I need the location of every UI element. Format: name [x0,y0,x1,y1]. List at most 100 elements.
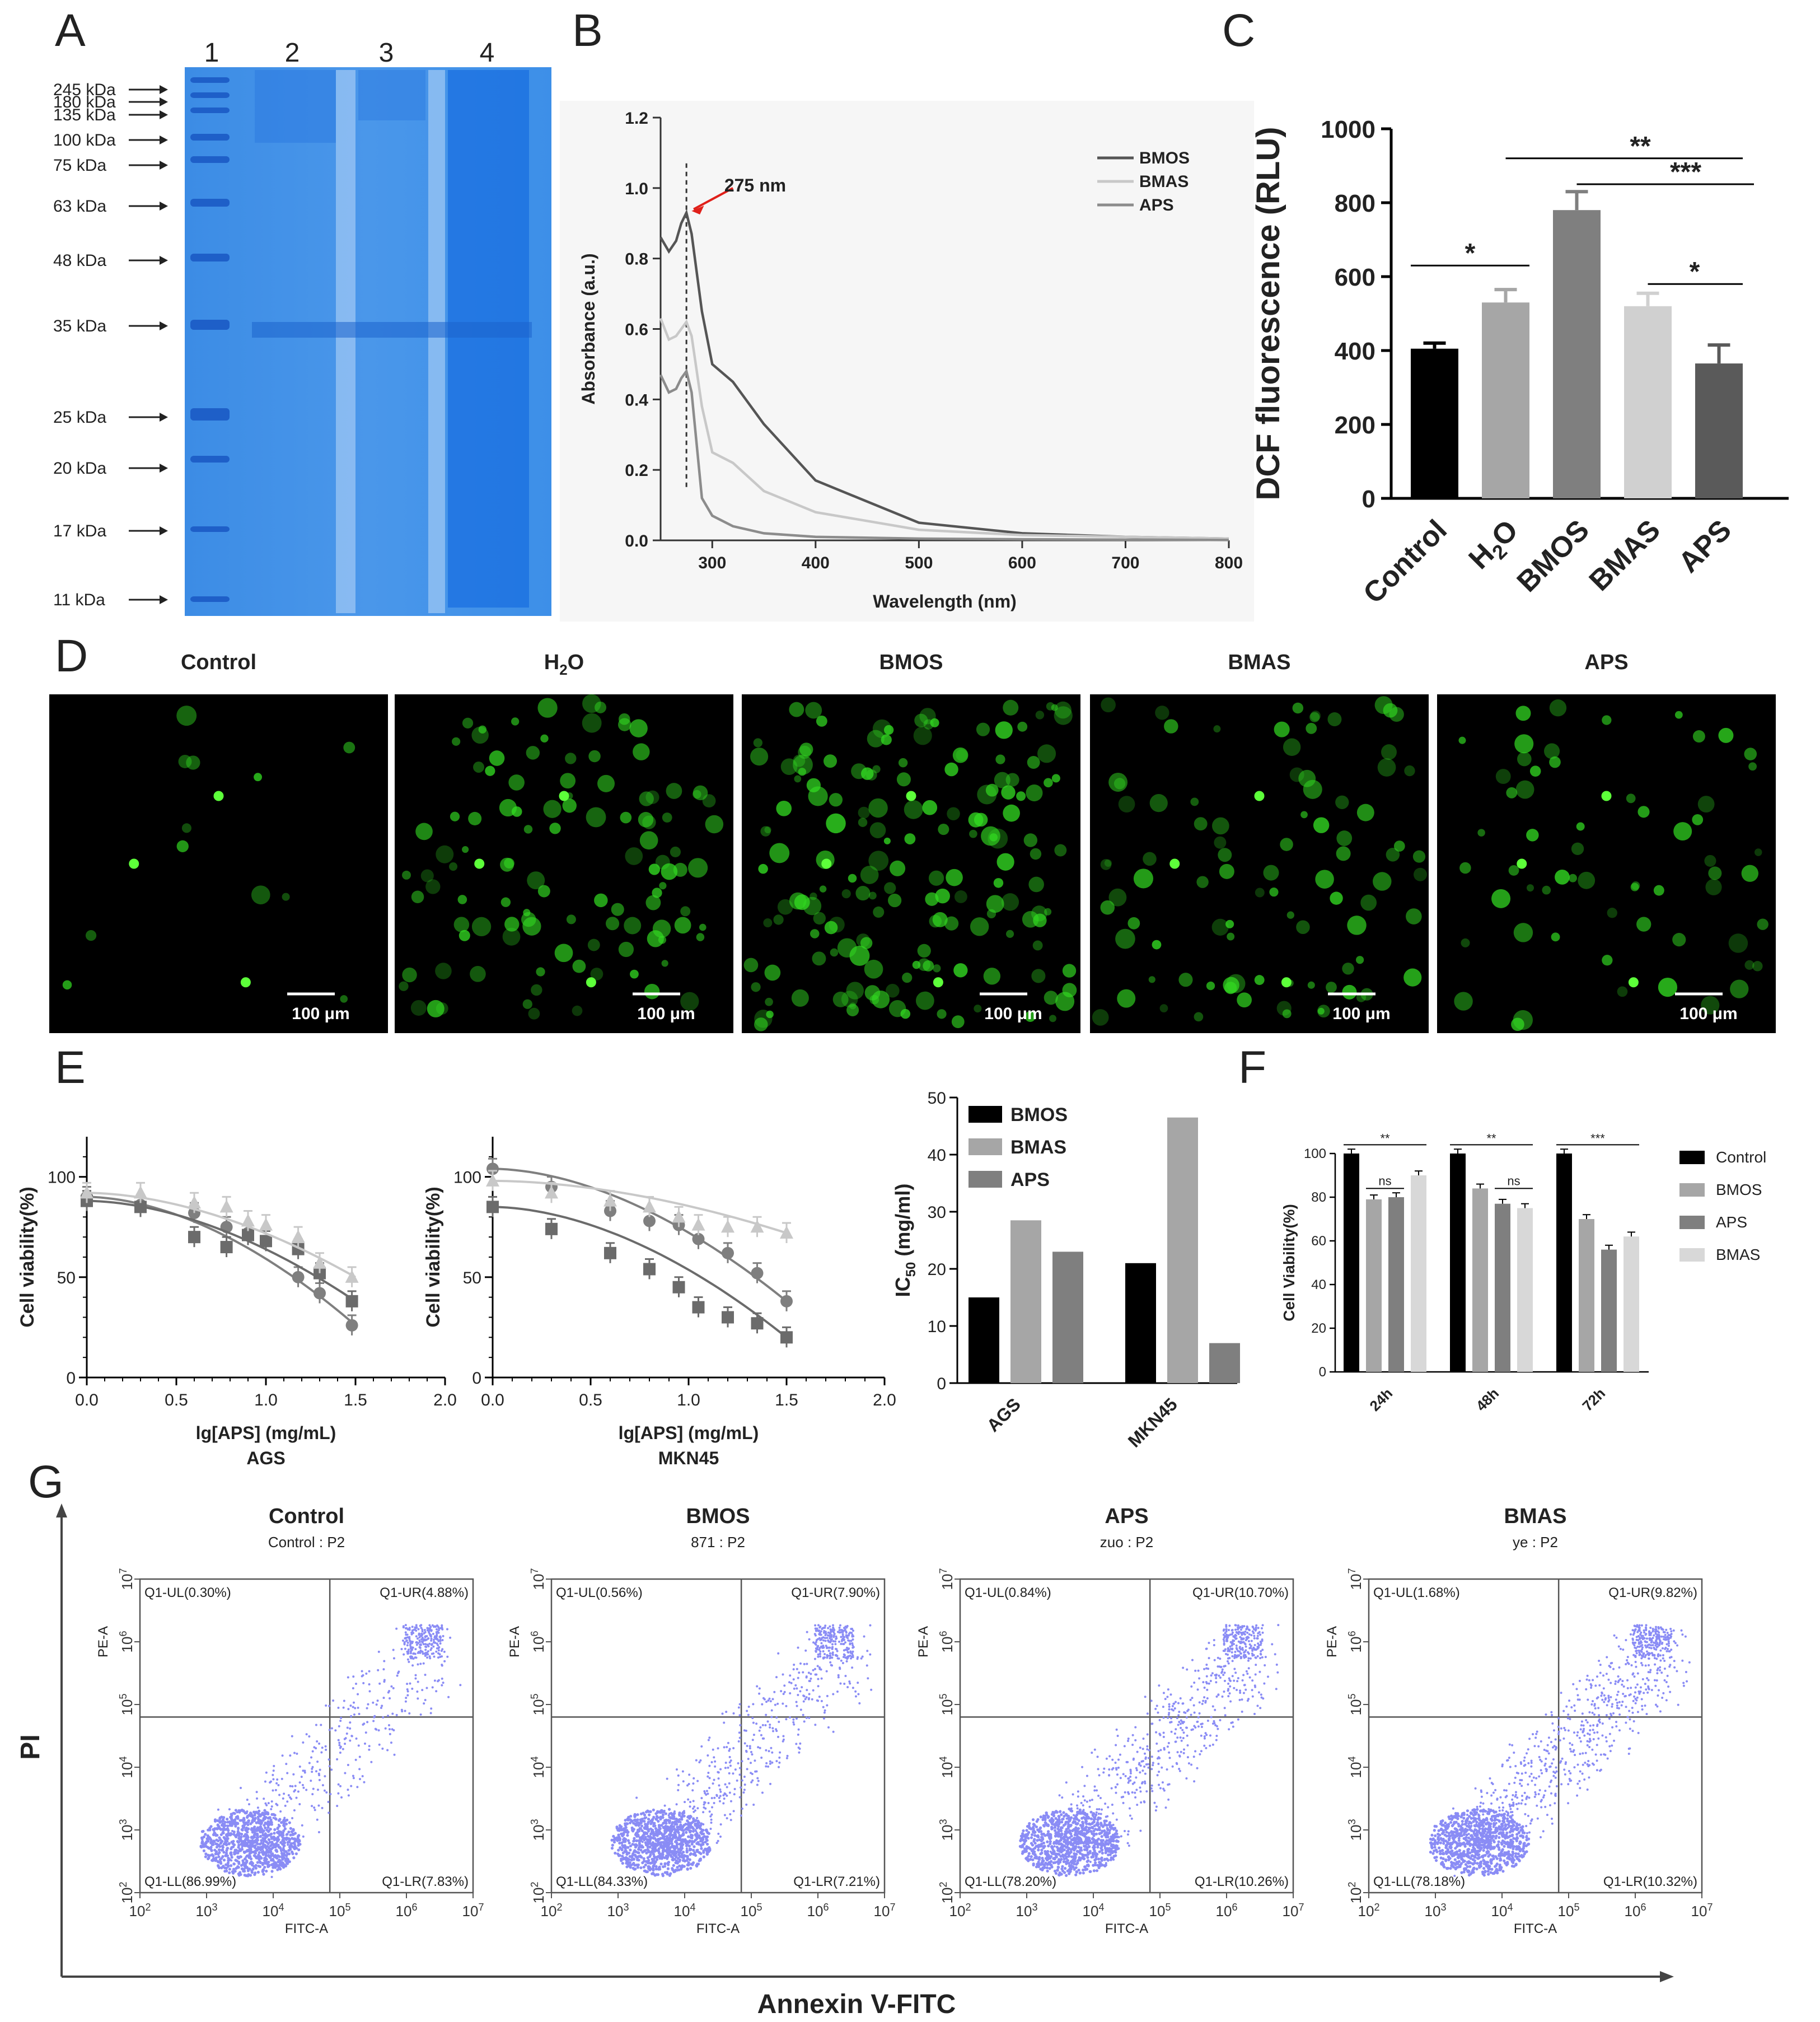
event-dot [1053,1869,1057,1873]
cell [597,774,615,792]
bright-cell [1628,977,1639,988]
event-dot [692,1800,695,1802]
legend-swatch [969,1106,1002,1123]
gel-streak [336,70,355,613]
event-dot [342,1706,345,1709]
event-dot [266,1826,270,1829]
event-dot [201,1839,204,1843]
event-dot [617,1848,620,1852]
quadrant-ul: Q1-UL(0.30%) [144,1585,231,1600]
event-dot [213,1832,216,1836]
event-dot [269,1855,273,1858]
event-dot [845,1626,848,1629]
event-dot [743,1783,746,1786]
cell [974,812,988,827]
event-dot [846,1686,849,1689]
event-dot [270,1805,273,1808]
event-dot [832,1630,835,1633]
event-dot [430,1639,433,1642]
event-dot [699,1852,703,1855]
event-dot [635,1864,639,1867]
event-dot [766,1720,769,1723]
marker-arrowhead [160,161,168,170]
event-dot [748,1745,751,1748]
series-line-bmos [659,209,1229,540]
event-dot [220,1848,223,1852]
event-dot [262,1868,265,1871]
event-dot [373,1716,376,1719]
event-dot [316,1761,319,1763]
bar [1556,1154,1572,1372]
event-dot [282,1840,286,1844]
event-dot [793,1664,796,1666]
event-dot [316,1818,319,1821]
event-dot [644,1863,647,1867]
event-dot [232,1833,236,1836]
event-dot [238,1848,242,1851]
event-dot [204,1833,207,1836]
event-dot [851,1650,854,1653]
cell [922,800,938,815]
event-dot [615,1825,619,1829]
event-dot [674,1852,678,1856]
event-dot [836,1631,839,1633]
event-dot [832,1730,835,1733]
event-dot [796,1668,798,1670]
event-dot [691,1789,694,1792]
event-dot [368,1748,371,1751]
cell [860,866,879,884]
event-dot [818,1652,821,1655]
event-dot [1078,1871,1082,1875]
event-dot [1040,1848,1044,1852]
event-dot [408,1660,410,1663]
event-dot [265,1861,269,1864]
event-dot [302,1741,305,1744]
event-dot [704,1836,708,1839]
event-dot [1081,1833,1084,1837]
event-dot [767,1699,770,1702]
cell [1115,928,1135,949]
y-tick-label: 102 [529,1882,547,1904]
event-dot [625,1829,629,1832]
event-dot [738,1773,741,1776]
event-dot [441,1624,443,1627]
tick-exp: 2 [118,1882,129,1888]
event-dot [1052,1842,1056,1845]
event-dot [421,1636,424,1639]
event-dot [1101,1851,1104,1855]
cell [896,772,911,787]
event-dot [382,1668,385,1671]
cell [1033,913,1047,927]
event-dot [671,1822,674,1825]
event-dot [715,1842,718,1844]
event-dot [291,1837,294,1840]
cell [1178,973,1193,987]
cell [1543,743,1560,759]
event-dot [247,1827,250,1830]
event-dot [829,1625,831,1628]
event-dot [612,1841,616,1844]
cell [1286,911,1294,919]
y-tick-label: 800 [1335,190,1375,217]
event-dot [1078,1856,1081,1860]
event-dot [661,1855,665,1858]
cell [639,831,658,850]
event-dot [793,1723,796,1726]
event-dot [404,1631,407,1634]
lane-number: 1 [204,38,219,68]
event-dot [645,1827,648,1830]
cell [1031,905,1047,922]
cell [674,917,691,934]
cell [1752,961,1763,972]
event-dot [432,1632,434,1635]
event-dot [647,1865,650,1869]
event-dot [1030,1855,1033,1858]
event-dot [848,1680,851,1683]
title-main: H [544,651,559,674]
event-dot [249,1846,252,1850]
event-dot [738,1767,741,1769]
event-dot [689,1829,693,1833]
event-dot [245,1841,248,1845]
event-dot [426,1656,429,1659]
series-line-aps [659,368,1229,541]
